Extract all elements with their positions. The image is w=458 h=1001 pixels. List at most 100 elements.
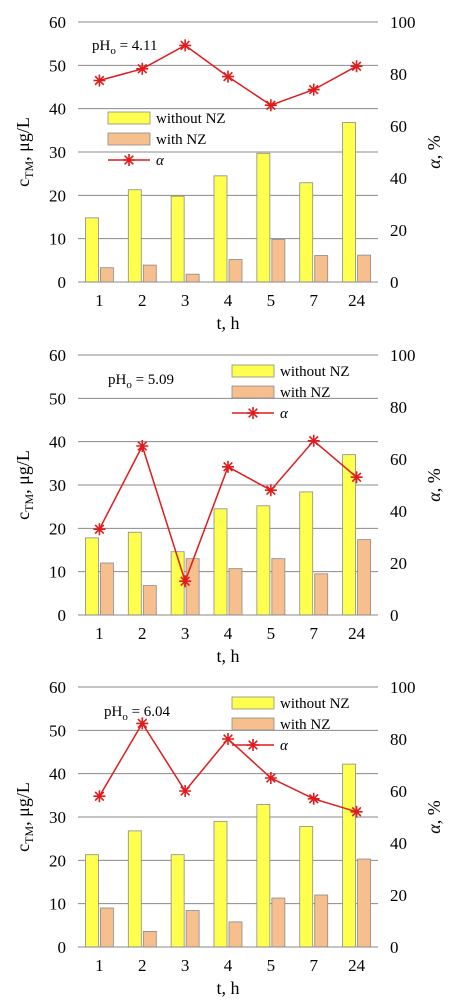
x-tick-label: 7 [309, 956, 318, 975]
x-tick-label: 5 [267, 956, 276, 975]
alpha-marker [179, 785, 192, 797]
y-axis-label: cTM, μg/L [13, 782, 36, 852]
y2-tick-label: 60 [390, 117, 407, 136]
y-tick-label: 30 [49, 808, 66, 827]
bar-with-nz [100, 267, 114, 283]
y2-tick-label: 20 [390, 886, 407, 905]
alpha-marker [222, 70, 234, 83]
y2-tick-label: 20 [390, 554, 407, 573]
legend-swatch [231, 385, 275, 399]
ph-annotation: pHo = 4.11 [92, 38, 158, 57]
bar-with-nz [314, 255, 329, 283]
y-tick-label: 30 [49, 476, 66, 495]
bar-with-nz [271, 897, 286, 948]
x-tick-label: 2 [138, 624, 147, 643]
x-tick-label: 24 [348, 956, 366, 975]
legend-label: with NZ [280, 717, 330, 733]
alpha-marker [307, 83, 320, 96]
x-tick-label: 7 [309, 291, 318, 310]
bar-with-nz [228, 921, 243, 948]
bar-without-nz [213, 508, 228, 616]
y2-tick-label: 20 [390, 221, 407, 240]
chart-panel-1: 0 10 20 30 40 50 60 0 20 40 60 80 100 1 2 3 4 5 7 24 t, h cTM… [13, 13, 444, 333]
y2-tick-label: 0 [390, 273, 399, 292]
legend-marker [247, 739, 259, 751]
x-tick-label: 3 [181, 291, 190, 310]
x-axis-label: t, h [216, 978, 239, 998]
x-tick-label: 7 [309, 624, 318, 643]
bar-without-nz [127, 189, 142, 283]
bar-without-nz [85, 217, 99, 283]
y-tick-label: 10 [49, 563, 66, 582]
alpha-marker [136, 717, 149, 730]
y2-tick-label: 80 [390, 730, 407, 749]
y-tick-label: 10 [49, 230, 66, 249]
bar-with-nz [271, 558, 286, 616]
legend: without NZ with NZ α [231, 696, 350, 754]
y-tick-label: 20 [49, 186, 66, 205]
bar-with-nz [314, 573, 329, 616]
legend-label: without NZ [280, 696, 350, 712]
bar-with-nz [142, 264, 157, 283]
legend: without NZ with NZ α [231, 364, 350, 422]
legend-swatch [231, 696, 275, 710]
x-axis-label: t, h [216, 313, 239, 333]
bar-with-nz [314, 894, 329, 948]
legend-swatch [107, 111, 151, 125]
alpha-marker [222, 460, 234, 473]
x-tick-label: 4 [224, 291, 233, 310]
bar-with-nz [185, 273, 200, 283]
y-tick-label: 20 [49, 519, 66, 538]
y-tick-label: 10 [49, 895, 66, 914]
y-tick-label: 30 [49, 143, 66, 162]
bar-without-nz [85, 854, 99, 948]
alpha-marker [264, 772, 277, 784]
bar-with-nz [357, 539, 371, 616]
legend-label: with NZ [156, 132, 206, 148]
x-axis-label: t, h [216, 646, 239, 666]
legend-swatch [231, 364, 275, 378]
y2-axis-label: α, % [424, 800, 444, 833]
alpha-marker [307, 434, 320, 447]
alpha-marker [93, 523, 106, 536]
bar-with-nz [357, 858, 371, 948]
bar-without-nz [342, 763, 356, 948]
y-tick-label: 60 [49, 346, 66, 365]
x-tick-label: 1 [95, 624, 104, 643]
bar-with-nz [228, 259, 243, 283]
bar-with-nz [100, 907, 114, 948]
alpha-marker [307, 792, 320, 805]
ph-annotation: pHo = 5.09 [108, 372, 174, 391]
alpha-marker [350, 471, 363, 484]
alpha-marker [136, 440, 149, 452]
y2-tick-label: 0 [390, 938, 399, 957]
x-tick-label: 24 [348, 291, 366, 310]
alpha-marker [136, 62, 149, 75]
alpha-marker [93, 74, 106, 87]
bar-with-nz [228, 568, 243, 616]
bar-without-nz [127, 830, 142, 948]
legend-swatch [231, 717, 275, 731]
legend-label: without NZ [280, 364, 350, 380]
x-tick-label: 5 [267, 291, 276, 310]
x-tick-label: 2 [138, 291, 147, 310]
alpha-marker [222, 733, 234, 745]
x-tick-label: 24 [348, 624, 366, 643]
y-tick-label: 60 [49, 678, 66, 697]
y-tick-label: 0 [58, 938, 67, 957]
y2-tick-label: 60 [390, 450, 407, 469]
bar-without-nz [299, 182, 314, 283]
bar-without-nz [256, 152, 271, 283]
bar-without-nz [342, 454, 356, 616]
bar-with-nz [142, 585, 157, 616]
bar-with-nz [357, 254, 371, 283]
bar-with-nz [185, 910, 200, 948]
legend-label: with NZ [280, 385, 330, 401]
legend-label: without NZ [156, 111, 226, 127]
bar-without-nz [85, 537, 99, 616]
legend-marker [247, 407, 259, 419]
y-tick-label: 50 [49, 56, 66, 75]
y2-tick-label: 100 [390, 13, 416, 32]
alpha-marker [179, 39, 192, 52]
